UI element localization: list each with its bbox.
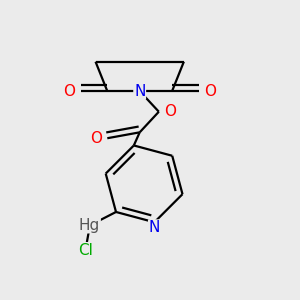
- Text: O: O: [64, 84, 76, 99]
- Text: N: N: [134, 84, 146, 99]
- Text: Cl: Cl: [79, 243, 93, 258]
- Text: N: N: [149, 220, 160, 235]
- Text: O: O: [204, 84, 216, 99]
- Text: Hg: Hg: [79, 218, 100, 233]
- Text: O: O: [164, 104, 176, 119]
- Text: O: O: [90, 131, 102, 146]
